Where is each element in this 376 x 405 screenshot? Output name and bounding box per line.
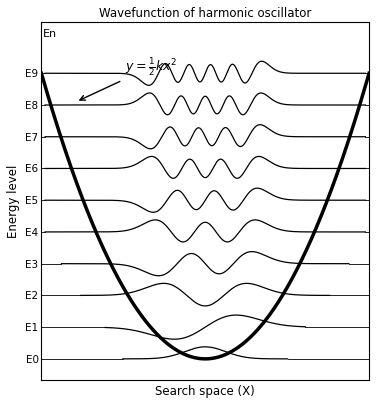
Y-axis label: Energy level: Energy level: [7, 164, 20, 238]
Title: Wavefunction of harmonic oscillator: Wavefunction of harmonic oscillator: [99, 7, 311, 20]
Text: $y = \frac{1}{2}kx^2$: $y = \frac{1}{2}kx^2$: [80, 56, 177, 100]
X-axis label: Search space (X): Search space (X): [155, 385, 255, 398]
Text: En: En: [43, 29, 58, 39]
